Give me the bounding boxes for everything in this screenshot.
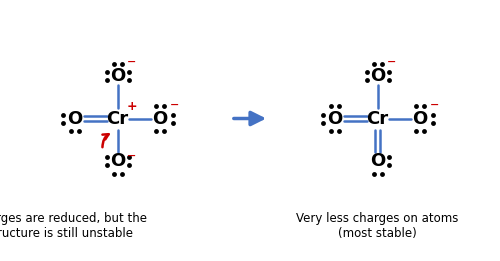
Text: −: − xyxy=(127,151,136,161)
Text: O: O xyxy=(370,152,385,170)
Text: −: − xyxy=(127,57,136,67)
FancyArrowPatch shape xyxy=(102,134,108,147)
FancyArrowPatch shape xyxy=(234,112,262,124)
Text: −: − xyxy=(170,99,179,110)
Text: O: O xyxy=(370,67,385,85)
Text: Very less charges on atoms
(most stable): Very less charges on atoms (most stable) xyxy=(296,212,458,240)
Text: O: O xyxy=(110,67,125,85)
Text: −: − xyxy=(387,57,396,67)
Text: +: + xyxy=(126,99,137,112)
Text: O: O xyxy=(110,152,125,170)
Text: O: O xyxy=(68,110,82,128)
Text: Charges are reduced, but the
structure is still unstable: Charges are reduced, but the structure i… xyxy=(0,212,147,240)
Text: −: − xyxy=(430,99,440,110)
Text: Cr: Cr xyxy=(106,110,128,128)
Text: O: O xyxy=(328,110,342,128)
Text: Cr: Cr xyxy=(366,110,388,128)
Text: O: O xyxy=(412,110,428,128)
Text: O: O xyxy=(152,110,168,128)
